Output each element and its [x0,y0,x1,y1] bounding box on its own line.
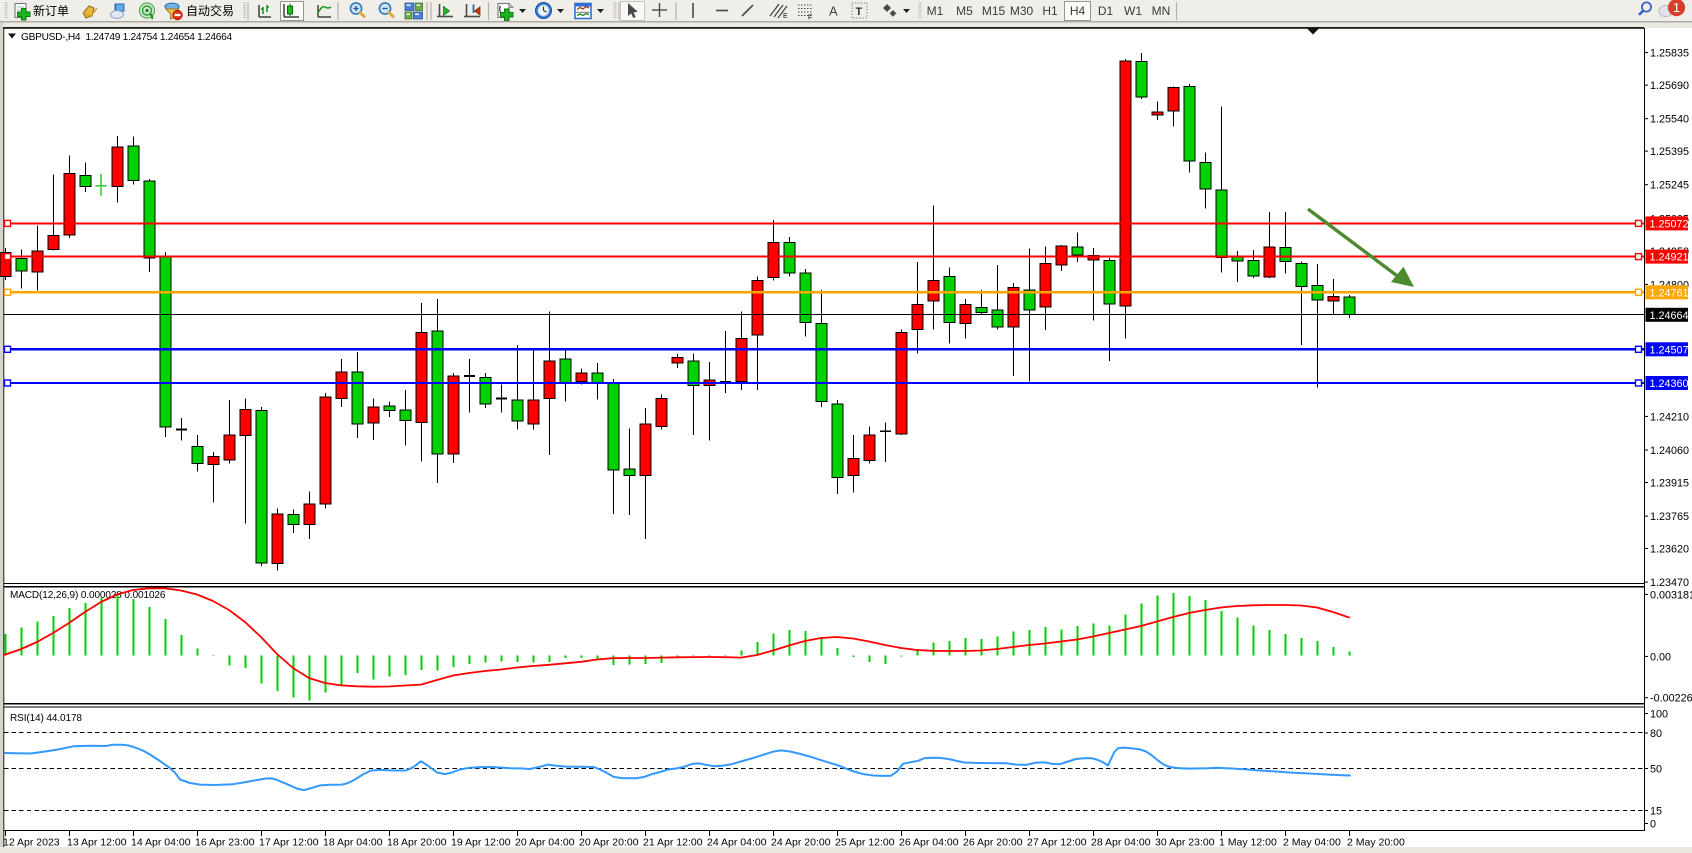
svg-text:80: 80 [1650,728,1662,740]
svg-text:F: F [808,15,812,22]
svg-text:A: A [829,4,838,19]
svg-text:M30: M30 [1010,4,1034,18]
svg-text:1.24060: 1.24060 [1650,445,1689,457]
svg-text:1.25540: 1.25540 [1650,114,1689,126]
svg-text:100: 100 [1650,709,1668,721]
svg-text:GBPUSD-,H4 1.24749 1.24754 1.: GBPUSD-,H4 1.24749 1.24754 1.24654 1.246… [21,32,232,43]
svg-text:1.25245: 1.25245 [1650,180,1689,192]
svg-text:M5: M5 [956,4,973,18]
svg-text:25 Apr 12:00: 25 Apr 12:00 [835,837,895,849]
svg-text:1.24210: 1.24210 [1650,411,1689,423]
svg-text:1.25072: 1.25072 [1650,218,1689,230]
svg-text:1.24360: 1.24360 [1650,378,1689,390]
svg-text:27 Apr 12:00: 27 Apr 12:00 [1027,837,1087,849]
svg-text:新订单: 新订单 [33,3,69,18]
svg-text:E: E [783,13,788,20]
svg-text:1.25395: 1.25395 [1650,146,1689,158]
svg-text:20 Apr 04:00: 20 Apr 04:00 [515,837,575,849]
svg-text:50: 50 [1650,764,1662,776]
svg-text:H4: H4 [1070,4,1086,18]
svg-text:0.003181: 0.003181 [1650,589,1692,601]
svg-text:1.23620: 1.23620 [1650,544,1689,556]
svg-text:30 Apr 23:00: 30 Apr 23:00 [1155,837,1215,849]
svg-text:16 Apr 23:00: 16 Apr 23:00 [195,837,255,849]
svg-text:1.24664: 1.24664 [1650,310,1689,322]
svg-text:1.23765: 1.23765 [1650,511,1689,523]
svg-text:1.24507: 1.24507 [1650,344,1689,356]
svg-text:MN: MN [1152,4,1171,18]
svg-text:24 Apr 04:00: 24 Apr 04:00 [707,837,767,849]
svg-text:M15: M15 [982,4,1006,18]
svg-text:D1: D1 [1098,4,1114,18]
svg-text:M1: M1 [927,4,944,18]
svg-text:20 Apr 20:00: 20 Apr 20:00 [579,837,639,849]
svg-text:1.24921: 1.24921 [1650,252,1689,264]
svg-text:1.25690: 1.25690 [1650,80,1689,92]
svg-text:1.23470: 1.23470 [1650,577,1689,589]
svg-text:RSI(14) 44.0178: RSI(14) 44.0178 [10,713,82,724]
svg-text:H1: H1 [1042,4,1058,18]
svg-text:自动交易: 自动交易 [186,3,234,18]
svg-text:13 Apr 12:00: 13 Apr 12:00 [67,837,127,849]
svg-text:26 Apr 20:00: 26 Apr 20:00 [963,837,1023,849]
svg-text:MACD(12,26,9) 0.000028 0.00102: MACD(12,26,9) 0.000028 0.001026 [10,590,166,601]
svg-text:1 May 12:00: 1 May 12:00 [1219,837,1277,849]
svg-text:0.00: 0.00 [1650,651,1671,663]
svg-text:17 Apr 12:00: 17 Apr 12:00 [259,837,319,849]
svg-text:14 Apr 04:00: 14 Apr 04:00 [131,837,191,849]
svg-text:T: T [856,6,863,18]
svg-text:18 Apr 20:00: 18 Apr 20:00 [387,837,447,849]
svg-text:-0.00226: -0.00226 [1650,693,1692,705]
svg-text:1.23915: 1.23915 [1650,478,1689,490]
svg-text:26 Apr 04:00: 26 Apr 04:00 [899,837,959,849]
svg-text:18 Apr 04:00: 18 Apr 04:00 [323,837,383,849]
svg-text:W1: W1 [1124,4,1142,18]
svg-text:0: 0 [1650,819,1656,831]
svg-text:21 Apr 12:00: 21 Apr 12:00 [643,837,703,849]
svg-text:19 Apr 12:00: 19 Apr 12:00 [451,837,511,849]
svg-text:12 Apr 2023: 12 Apr 2023 [3,837,60,849]
svg-text:28 Apr 04:00: 28 Apr 04:00 [1091,837,1151,849]
svg-text:1: 1 [1673,0,1680,15]
svg-text:1.24761: 1.24761 [1650,287,1689,299]
svg-text:1.25835: 1.25835 [1650,48,1689,60]
svg-text:2 May 04:00: 2 May 04:00 [1283,837,1341,849]
svg-text:2 May 20:00: 2 May 20:00 [1347,837,1405,849]
svg-text:24 Apr 20:00: 24 Apr 20:00 [771,837,831,849]
svg-text:15: 15 [1650,806,1662,818]
